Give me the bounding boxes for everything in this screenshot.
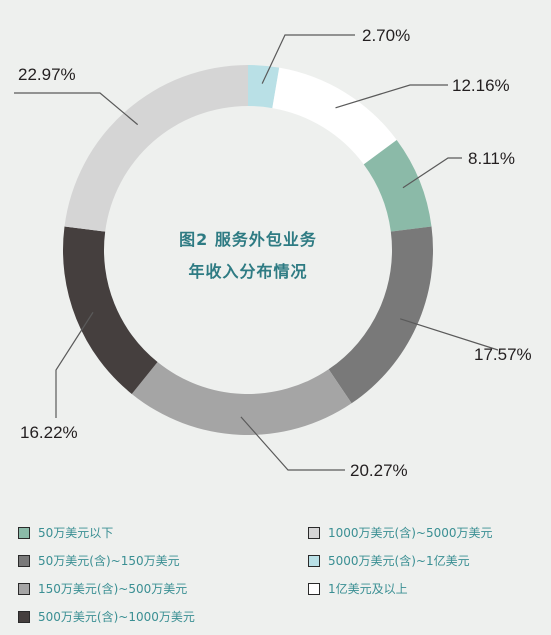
legend-swatch	[18, 582, 30, 595]
legend-item: 1亿美元及以上	[308, 580, 408, 597]
legend-label: 5000万美元(含)~1亿美元	[328, 554, 470, 568]
legend-swatch	[308, 526, 320, 539]
donut-slice	[64, 64, 249, 232]
leader-line	[261, 34, 355, 84]
legend-label: 50万美元(含)~150万美元	[38, 554, 180, 568]
donut-slice	[363, 139, 432, 232]
legend-item: 1000万美元(含)~5000万美元	[308, 524, 493, 541]
legend-swatch	[18, 526, 30, 539]
donut-slice	[328, 226, 433, 404]
data-label: 8.11%	[468, 149, 515, 168]
leader-line	[240, 416, 345, 471]
legend-swatch	[18, 610, 30, 623]
data-label: 22.97%	[18, 65, 76, 84]
leader-line	[14, 92, 139, 126]
legend-item: 150万美元(含)~500万美元	[18, 580, 187, 597]
donut-slice	[63, 226, 158, 394]
leader-line	[335, 84, 448, 109]
legend-swatch	[308, 554, 320, 567]
data-label: 20.27%	[350, 461, 408, 480]
legend-item: 50万美元(含)~150万美元	[18, 552, 180, 569]
donut-slice	[248, 65, 280, 109]
leader-line	[55, 311, 94, 418]
data-label: 16.22%	[20, 423, 78, 442]
data-label: 17.57%	[474, 345, 532, 364]
legend-label: 50万美元以下	[38, 526, 114, 540]
legend-label: 1亿美元及以上	[328, 582, 408, 596]
donut-slice	[131, 362, 352, 435]
leader-line	[402, 157, 462, 189]
legend-item: 50万美元以下	[18, 524, 113, 541]
chart-title-line-1: 图2 服务外包业务	[179, 230, 317, 249]
data-label: 2.70%	[362, 26, 410, 45]
donut-slice	[272, 67, 397, 165]
legend-label: 150万美元(含)~500万美元	[38, 582, 188, 596]
donut-chart: 2.70% 12.16% 8.11% 17.57% 20.27% 16.22% 22.97%	[14, 26, 532, 480]
legend-label: 500万美元(含)~1000万美元	[38, 610, 195, 624]
data-label: 12.16%	[452, 76, 510, 95]
legend-label: 1000万美元(含)~5000万美元	[328, 526, 493, 540]
legend-item: 5000万美元(含)~1亿美元	[308, 552, 470, 569]
legend-swatch	[18, 554, 30, 567]
legend-swatch	[308, 582, 320, 595]
legend-item: 500万美元(含)~1000万美元	[18, 608, 195, 625]
chart-title-line-2: 年收入分布情况	[188, 262, 308, 281]
leader-line	[400, 318, 499, 351]
